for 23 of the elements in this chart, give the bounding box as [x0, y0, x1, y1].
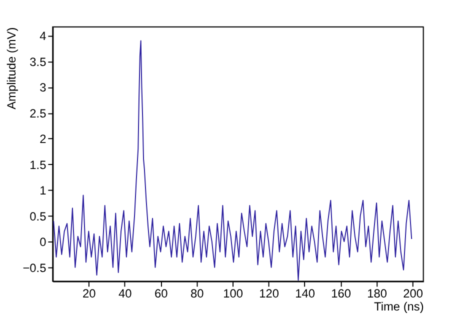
- line-series: [53, 40, 412, 281]
- x-tick-label: 160: [331, 286, 352, 301]
- x-tick-label: 20: [82, 286, 96, 301]
- y-tick-label: 1.5: [30, 158, 47, 172]
- x-tick-label: 200: [403, 286, 424, 301]
- x-tick-label: 120: [259, 286, 280, 301]
- y-tick-label: 4: [40, 29, 47, 44]
- x-tick-label: 140: [295, 286, 316, 301]
- y-tick-label: −0.5: [22, 260, 47, 275]
- x-tick-label: 60: [154, 286, 168, 301]
- x-tick-label: 40: [118, 286, 132, 301]
- y-tick-label: 2.5: [30, 106, 47, 120]
- y-tick-label: 0.5: [30, 209, 47, 224]
- y-axis-title: Amplitude (mV): [4, 27, 19, 110]
- y-tick-label: 3: [40, 80, 47, 95]
- x-tick-label: 80: [190, 286, 204, 301]
- x-tick-label: 180: [367, 286, 388, 301]
- y-tick-label: 0: [40, 235, 47, 250]
- x-axis-title: Time (ns): [374, 300, 424, 314]
- y-tick-label: 3.5: [30, 54, 47, 69]
- x-tick-label: 100: [223, 286, 244, 301]
- y-tick-label: 1: [40, 184, 47, 198]
- y-tick-label: 2: [40, 132, 47, 146]
